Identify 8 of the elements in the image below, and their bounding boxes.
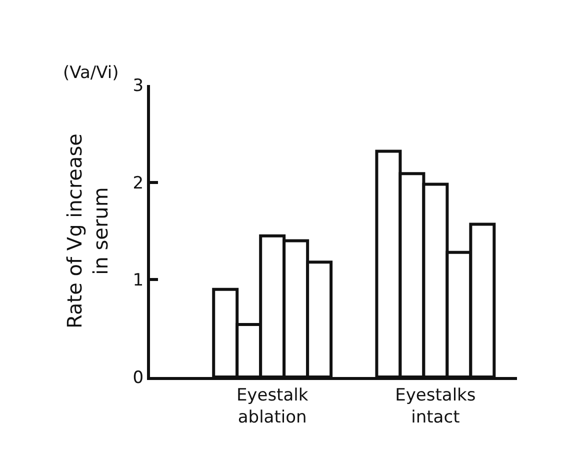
text: (Va/Vi) — [63, 63, 119, 83]
y-tick-label: 0 — [132, 368, 144, 388]
x-tick-label: Eyestalks intact — [395, 385, 476, 428]
y-tick-label: 2 — [132, 173, 144, 194]
y-tick-label: 1 — [132, 270, 144, 291]
y-axis-title: Rate of Vg increase in serum — [62, 134, 112, 328]
y-tick-label: 3 — [132, 76, 144, 96]
x-tick-label: Eyestalk ablation — [236, 385, 308, 428]
